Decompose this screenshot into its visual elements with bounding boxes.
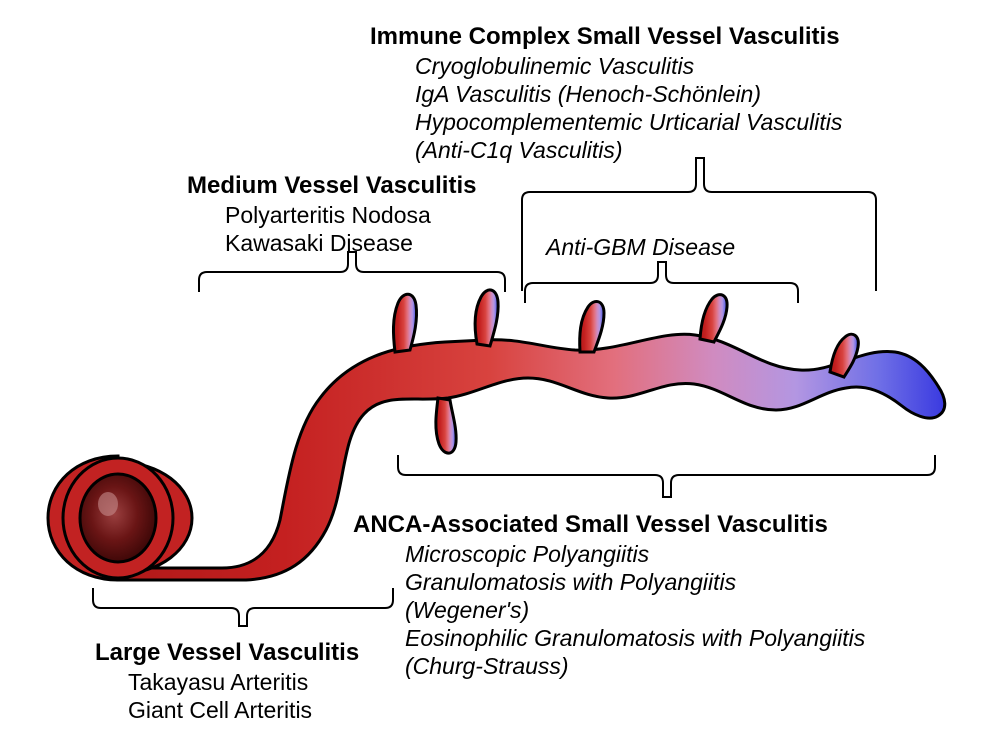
anca-item-1: Granulomatosis with Polyangiitis	[405, 568, 736, 597]
vessel-branch-down	[436, 398, 456, 453]
immune-item-3: (Anti-C1q Vasculitis)	[415, 136, 622, 165]
large-item-0: Takayasu Arteritis	[128, 668, 308, 697]
large-vessel-cylinder	[48, 456, 192, 580]
immune-complex-title: Immune Complex Small Vessel Vasculitis	[370, 22, 840, 52]
anca-item-4: (Churg-Strauss)	[405, 652, 569, 681]
medium-item-0: Polyarteritis Nodosa	[225, 201, 431, 230]
vasculitis-diagram: { "type": "infographic", "canvas": {"w":…	[0, 0, 986, 742]
immune-item-1: IgA Vasculitis (Henoch-Schönlein)	[415, 80, 761, 109]
immune-item-0: Cryoglobulinemic Vasculitis	[415, 52, 694, 81]
large-vessel-title: Large Vessel Vasculitis	[95, 638, 359, 668]
anti-gbm-label: Anti-GBM Disease	[546, 233, 735, 262]
anca-item-0: Microscopic Polyangiitis	[405, 540, 649, 569]
anca-item-2: (Wegener's)	[405, 596, 529, 625]
anca-title: ANCA-Associated Small Vessel Vasculitis	[353, 510, 828, 540]
medium-item-1: Kawasaki Disease	[225, 229, 413, 258]
immune-item-2: Hypocomplementemic Urticarial Vasculitis	[415, 108, 842, 137]
anca-item-3: Eosinophilic Granulomatosis with Polyang…	[405, 624, 865, 653]
large-item-1: Giant Cell Arteritis	[128, 696, 312, 725]
medium-vessel-title: Medium Vessel Vasculitis	[187, 171, 476, 201]
